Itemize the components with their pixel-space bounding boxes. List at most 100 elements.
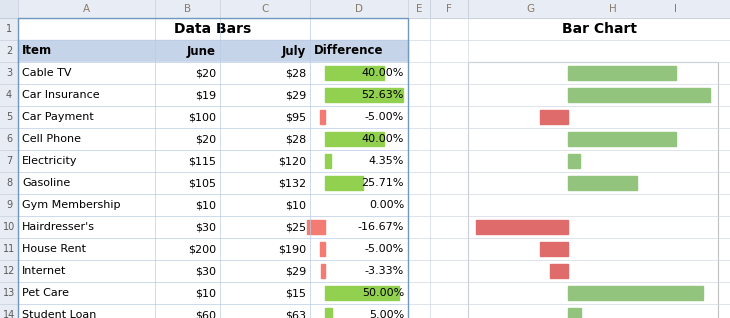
Text: Internet: Internet (22, 266, 66, 276)
Text: C: C (261, 4, 269, 14)
Bar (325, 176, 363, 190)
Text: $132: $132 (278, 178, 306, 188)
Bar (550, 264, 568, 278)
Text: 7: 7 (6, 156, 12, 166)
Bar (320, 242, 325, 256)
Text: July: July (282, 45, 306, 58)
Text: 1: 1 (6, 24, 12, 34)
Text: Car Payment: Car Payment (22, 112, 93, 122)
Bar (18, 150, 408, 172)
Bar (325, 132, 384, 146)
Text: $30: $30 (195, 222, 216, 232)
Text: Electricity: Electricity (22, 156, 77, 166)
Bar (568, 66, 676, 80)
Bar (18, 194, 408, 216)
Text: -3.33%: -3.33% (365, 266, 404, 276)
Text: House Rent: House Rent (22, 244, 86, 254)
Bar (18, 62, 408, 84)
Text: $190: $190 (278, 244, 306, 254)
Text: $19: $19 (195, 90, 216, 100)
Text: $63: $63 (285, 310, 306, 318)
Bar (540, 242, 568, 256)
Bar (18, 216, 408, 238)
Text: 50.00%: 50.00% (362, 288, 404, 298)
Text: $25: $25 (285, 222, 306, 232)
Bar (18, 40, 408, 62)
Text: Gasoline: Gasoline (22, 178, 70, 188)
Text: 5.00%: 5.00% (369, 310, 404, 318)
Text: G: G (526, 4, 534, 14)
Bar (18, 304, 408, 318)
Bar (307, 220, 325, 234)
Bar (18, 18, 408, 318)
Bar (325, 155, 331, 168)
Text: Item: Item (22, 45, 52, 58)
Bar (18, 238, 408, 260)
Bar (321, 264, 325, 278)
Bar (568, 176, 637, 190)
Text: June: June (187, 45, 216, 58)
Bar (476, 220, 568, 234)
Text: $100: $100 (188, 112, 216, 122)
Text: H: H (609, 4, 617, 14)
Text: B: B (184, 4, 191, 14)
Text: -5.00%: -5.00% (365, 244, 404, 254)
Text: 12: 12 (3, 266, 15, 276)
Bar (18, 84, 408, 106)
Text: Data Bars: Data Bars (174, 22, 252, 36)
Text: $200: $200 (188, 244, 216, 254)
Text: -5.00%: -5.00% (365, 112, 404, 122)
Text: $120: $120 (278, 156, 306, 166)
Text: 25.71%: 25.71% (361, 178, 404, 188)
Text: 40.00%: 40.00% (361, 134, 404, 144)
Text: $10: $10 (195, 288, 216, 298)
Bar (325, 287, 399, 300)
Text: $105: $105 (188, 178, 216, 188)
Text: 13: 13 (3, 288, 15, 298)
Bar (568, 154, 580, 168)
Text: D: D (355, 4, 363, 14)
Text: 0.00%: 0.00% (369, 200, 404, 210)
Text: Bar Chart: Bar Chart (561, 22, 637, 36)
Text: $20: $20 (195, 68, 216, 78)
Text: 4: 4 (6, 90, 12, 100)
Bar (0, 0, 18, 18)
Bar (325, 88, 403, 101)
Text: A: A (83, 4, 90, 14)
Text: 6: 6 (6, 134, 12, 144)
Text: $10: $10 (195, 200, 216, 210)
Bar (320, 110, 325, 124)
Bar (18, 260, 408, 282)
Bar (540, 110, 568, 124)
Text: 9: 9 (6, 200, 12, 210)
Bar (568, 88, 710, 102)
Text: 3: 3 (6, 68, 12, 78)
Text: Car Insurance: Car Insurance (22, 90, 99, 100)
Bar (568, 286, 703, 300)
Bar (408, 18, 730, 318)
Text: Hairdresser's: Hairdresser's (22, 222, 95, 232)
Text: F: F (446, 4, 452, 14)
Text: $30: $30 (195, 266, 216, 276)
Text: 11: 11 (3, 244, 15, 254)
Bar (568, 308, 582, 318)
Text: -16.67%: -16.67% (358, 222, 404, 232)
Text: $60: $60 (195, 310, 216, 318)
Text: E: E (416, 4, 422, 14)
Text: 14: 14 (3, 310, 15, 318)
Text: $115: $115 (188, 156, 216, 166)
Text: 4.35%: 4.35% (369, 156, 404, 166)
Bar (18, 106, 408, 128)
Text: Cable TV: Cable TV (22, 68, 72, 78)
Bar (18, 18, 408, 40)
Text: $20: $20 (195, 134, 216, 144)
Text: 52.63%: 52.63% (361, 90, 404, 100)
Bar (325, 308, 332, 318)
Text: 2: 2 (6, 46, 12, 56)
Text: Student Loan: Student Loan (22, 310, 96, 318)
Bar (18, 172, 408, 194)
Text: $15: $15 (285, 288, 306, 298)
Text: 40.00%: 40.00% (361, 68, 404, 78)
Text: $10: $10 (285, 200, 306, 210)
Text: $29: $29 (285, 90, 306, 100)
